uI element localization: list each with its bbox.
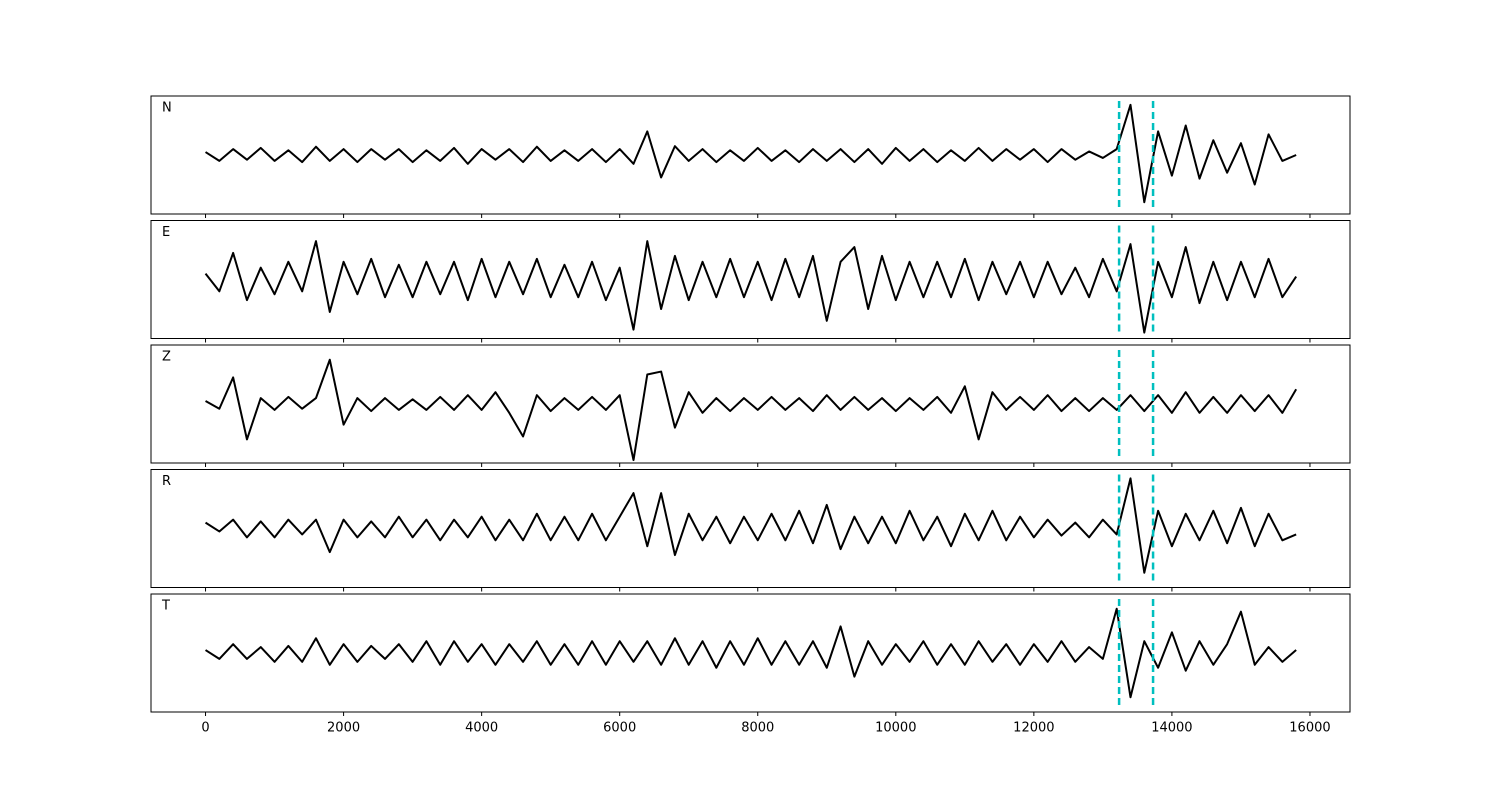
x-tick-label: 4000 bbox=[465, 721, 498, 736]
panel-label: Z bbox=[162, 350, 171, 365]
x-tick-label: 8000 bbox=[741, 721, 774, 736]
panel-label: E bbox=[162, 225, 170, 240]
panel-frame bbox=[150, 95, 1351, 215]
trace bbox=[204, 103, 1297, 204]
panel-label: N bbox=[162, 101, 172, 116]
x-tick-label: 2000 bbox=[327, 721, 360, 736]
trace bbox=[204, 477, 1297, 574]
panel-label: T bbox=[161, 599, 170, 614]
x-tick-label: 12000 bbox=[1013, 721, 1054, 736]
panel-frame bbox=[150, 220, 1351, 339]
x-tick-label: 6000 bbox=[603, 721, 636, 736]
panel-frame bbox=[150, 344, 1351, 464]
trace bbox=[204, 240, 1297, 334]
panel-frame bbox=[150, 469, 1351, 588]
x-tick-label: 16000 bbox=[1289, 721, 1330, 736]
panel-label: R bbox=[162, 474, 171, 489]
x-tick-label: 14000 bbox=[1151, 721, 1192, 736]
x-tick-label: 10000 bbox=[875, 721, 916, 736]
trace bbox=[205, 358, 1298, 462]
trace bbox=[204, 607, 1297, 699]
panel-frame bbox=[150, 593, 1351, 713]
x-tick-label: 0 bbox=[201, 721, 209, 736]
